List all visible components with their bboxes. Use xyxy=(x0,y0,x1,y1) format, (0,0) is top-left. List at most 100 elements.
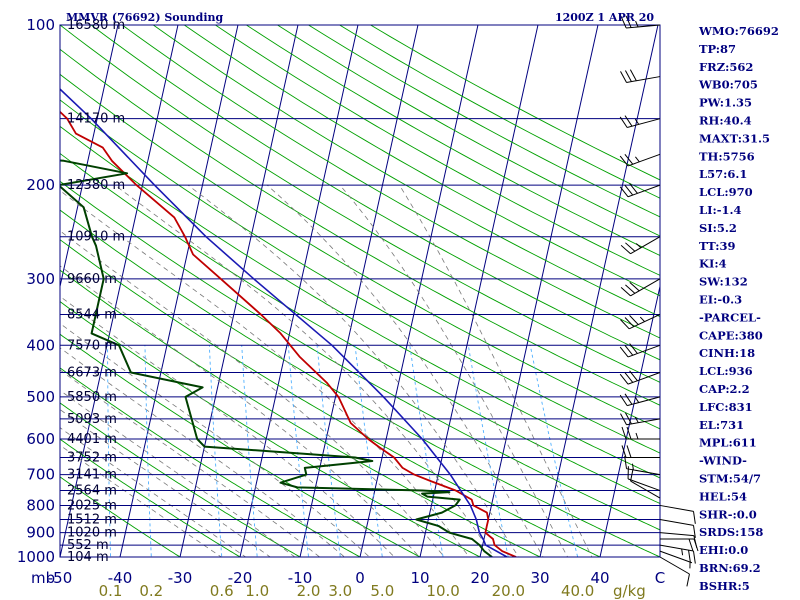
wind-barb xyxy=(659,504,696,524)
wind-barb-flag xyxy=(629,370,638,382)
wind-barb xyxy=(619,393,661,407)
wind-barb-flag xyxy=(619,116,628,128)
dry-adiabat-line xyxy=(60,476,181,557)
mixing-ratio-line xyxy=(287,345,309,557)
mixing-ratio-unit-label: g/kg xyxy=(613,582,646,600)
temperature-tick-label: -40 xyxy=(108,569,133,587)
wind-barb-staff xyxy=(627,478,661,492)
height-label: 3141 m xyxy=(67,468,117,483)
wind-barb-flag xyxy=(620,244,631,255)
parcel-profile-line xyxy=(60,88,508,557)
wind-barb-flag xyxy=(625,15,632,28)
wind-barb-flag xyxy=(621,445,627,458)
pressure-tick-label: 300 xyxy=(26,270,55,288)
wind-barb-flag xyxy=(688,550,691,563)
wind-barb-staff xyxy=(627,372,661,385)
mixing-ratio-label: 0.2 xyxy=(139,582,163,600)
isotherm-line xyxy=(419,25,539,557)
wind-barb-flag xyxy=(693,535,698,549)
mixing-ratio-label: 1.0 xyxy=(245,582,269,600)
isotherm-line xyxy=(599,284,660,557)
isotherm-line xyxy=(239,25,359,557)
stability-index: WMO:76692 xyxy=(698,24,779,38)
wind-barb xyxy=(659,556,690,587)
mixing-ratio-label: 5.0 xyxy=(370,582,394,600)
stability-index: LFC:831 xyxy=(699,400,753,414)
wind-barb-flag xyxy=(688,538,694,552)
dry-adiabat-line xyxy=(60,48,660,406)
wind-barb-half-flag xyxy=(634,416,639,423)
wind-barb-half-flag xyxy=(634,396,640,403)
height-label: 4401 m xyxy=(67,432,117,447)
wind-barb-flag xyxy=(624,412,632,425)
moist-adiabat-line xyxy=(60,230,445,557)
wind-barb-flag xyxy=(625,242,636,252)
pressure-tick-label: 900 xyxy=(26,524,55,542)
wind-barb-half-flag xyxy=(635,20,639,28)
wind-barb xyxy=(620,278,661,297)
wind-barb xyxy=(630,468,661,499)
wind-barb-flag xyxy=(624,344,634,356)
wind-barb-half-flag xyxy=(639,316,645,322)
temperature-profile-line xyxy=(60,110,517,557)
wind-barb-staff xyxy=(627,344,661,358)
wind-barb-flag xyxy=(629,183,638,194)
moist-adiabat-line xyxy=(60,427,247,557)
moist-adiabat-line xyxy=(60,369,321,557)
wind-barb xyxy=(659,532,698,549)
stability-indices: WMO:76692 TP:87 FRZ:562 WB0:705 PW:1.35 RH:40… xyxy=(698,24,779,593)
wind-barb xyxy=(619,153,661,167)
height-label: 104 m xyxy=(67,550,109,565)
wind-barb-staff xyxy=(626,24,661,29)
wind-barb-flag xyxy=(692,550,696,564)
wind-barb xyxy=(620,313,661,330)
isotherm-line xyxy=(60,25,119,289)
moist-adiabat-line xyxy=(60,265,420,557)
stability-index: WB0:705 xyxy=(698,78,758,92)
moist-adiabat-line xyxy=(339,184,569,557)
isotherm-line xyxy=(0,13,1,568)
stability-index: MAXT:31.5 xyxy=(699,131,770,145)
dry-adiabat-line xyxy=(60,402,301,557)
stability-index: BSHR:5 xyxy=(699,579,750,593)
moist-adiabat-line xyxy=(60,408,271,557)
pressure-tick-label: 800 xyxy=(26,496,55,514)
temperature-tick-label: 40 xyxy=(590,569,609,587)
stability-index: PW:1.35 xyxy=(699,96,752,110)
pressure-unit-label: mb xyxy=(31,569,55,587)
stability-index: RH:40.4 xyxy=(699,114,752,128)
mixing-ratio-line xyxy=(529,345,579,557)
stability-index: FRZ:562 xyxy=(699,60,753,74)
stability-index: STM:54/7 xyxy=(699,472,761,486)
height-label: 8544 m xyxy=(67,307,117,322)
wind-barb-staff xyxy=(626,76,661,83)
wind-barb xyxy=(660,538,699,552)
height-label: 552 m xyxy=(67,538,109,553)
sounding-profiles xyxy=(60,88,517,557)
stability-index: BRN:69.2 xyxy=(699,561,761,575)
dry-adiabat-line xyxy=(60,125,660,479)
dry-adiabat-line xyxy=(60,209,660,557)
dry-adiabat-line xyxy=(152,25,660,318)
wind-barb-staff xyxy=(626,418,661,426)
isotherm-line xyxy=(0,13,61,568)
wind-barb-flag xyxy=(619,394,628,406)
dry-adiabat-line xyxy=(245,25,660,256)
wind-barb-staff xyxy=(659,550,693,564)
wind-barb xyxy=(620,412,661,426)
pressure-tick-label: 700 xyxy=(26,466,55,484)
moist-adiabat-line xyxy=(114,184,495,557)
dry-adiabat-line xyxy=(183,25,660,297)
mixing-ratio-line xyxy=(208,345,223,557)
height-label: 5093 m xyxy=(67,412,117,427)
mixing-ratio-line xyxy=(409,345,444,557)
mixing-ratio-line xyxy=(107,345,111,557)
wind-barb-staff xyxy=(630,236,661,255)
wind-barb-flag xyxy=(624,115,633,127)
temperature-tick-labels: -50 -40 -30 -20 -10 0 10 20 30 40 xyxy=(48,569,610,587)
wind-barb-half-flag xyxy=(635,432,639,440)
wind-barb-flag xyxy=(624,393,633,405)
stability-index: EL:731 xyxy=(699,418,744,432)
wind-barb xyxy=(621,445,660,458)
